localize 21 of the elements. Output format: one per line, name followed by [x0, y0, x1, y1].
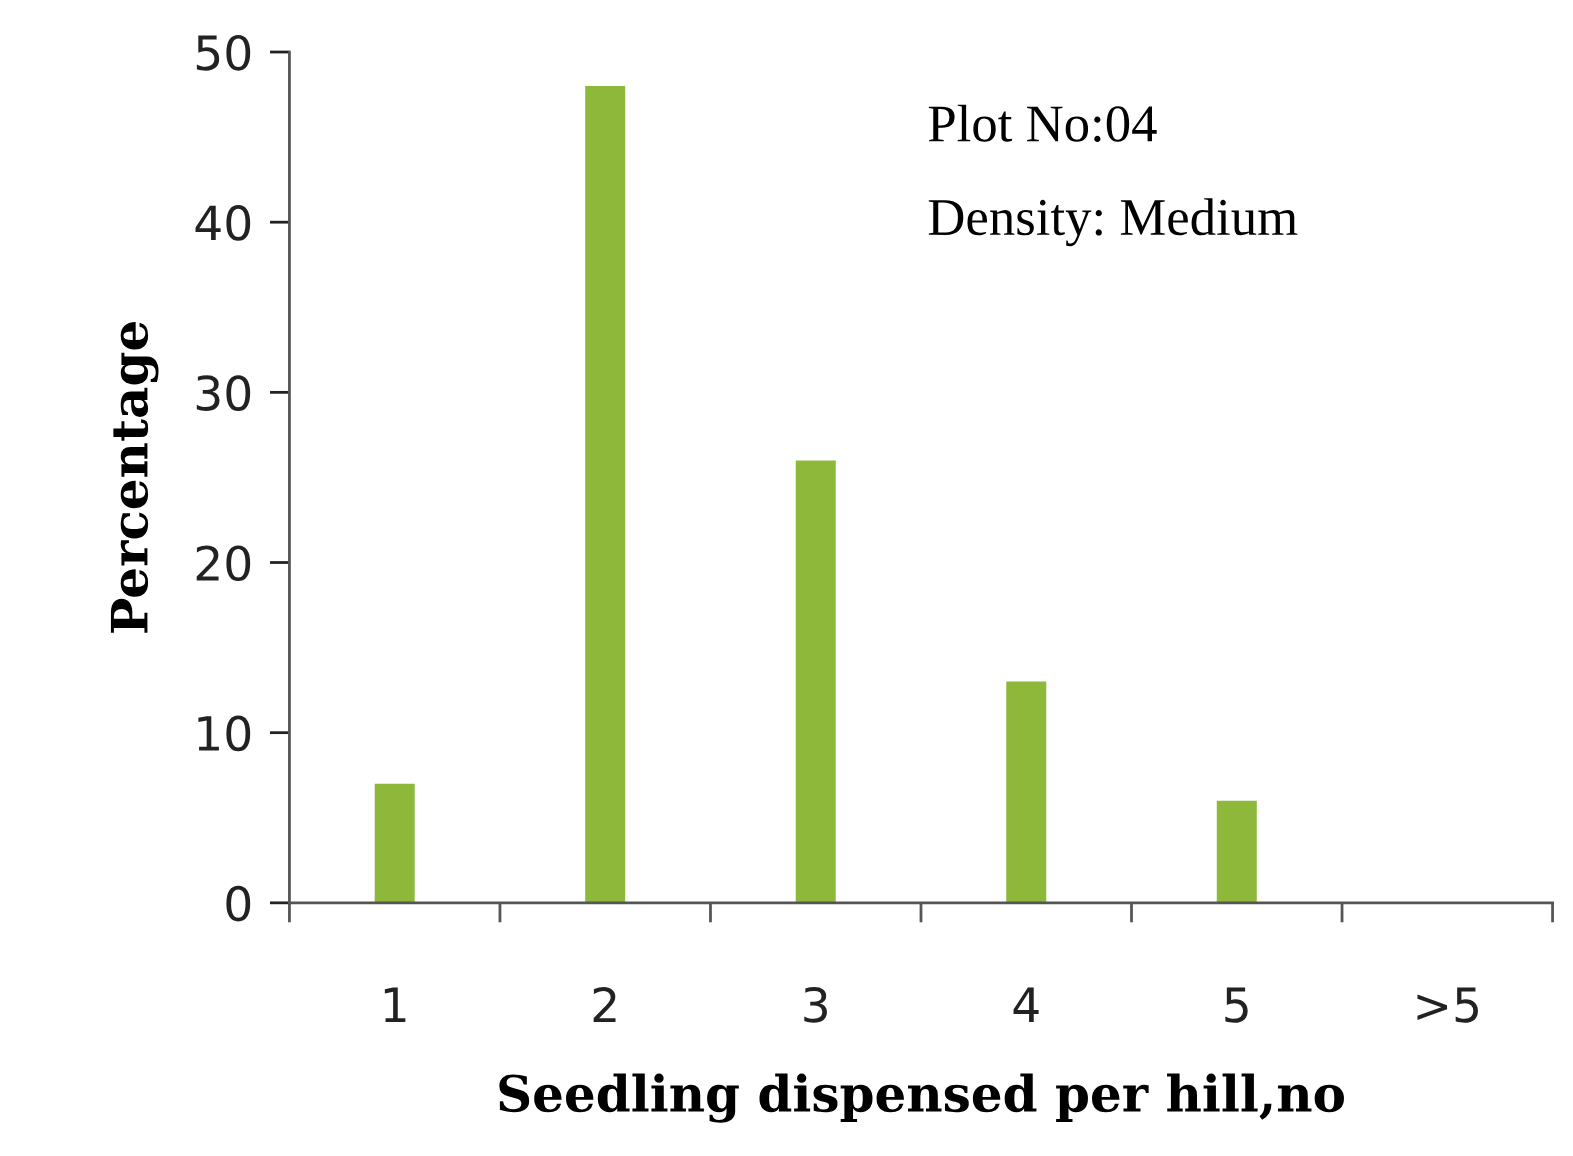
y-axis-title: Percentage	[110, 322, 159, 633]
bar	[795, 460, 836, 903]
x-tick-label: 3	[804, 987, 827, 1023]
bar	[1006, 681, 1047, 903]
y-tick-label: 40	[195, 205, 251, 241]
x-tick-label: >5	[1417, 987, 1478, 1023]
y-tick-label: 50	[196, 34, 251, 71]
bar	[585, 86, 626, 903]
bar	[374, 783, 415, 903]
annotation: Density: Medium	[928, 198, 1298, 247]
annotation: Plot No:04	[928, 104, 1157, 143]
x-axis-title: Seedling dispensed per hill,no	[499, 1073, 1344, 1123]
x-tick-label: 5	[1225, 987, 1248, 1023]
bar	[1216, 800, 1257, 903]
y-tick-label: 20	[196, 545, 251, 582]
y-tick-label: 10	[198, 715, 251, 752]
y-tick-label: 0	[226, 885, 251, 922]
x-tick-label: 4	[1013, 987, 1039, 1023]
y-tick-label: 30	[196, 375, 251, 411]
x-tick-label: 2	[593, 987, 616, 1023]
x-tick-label: 1	[384, 987, 406, 1023]
